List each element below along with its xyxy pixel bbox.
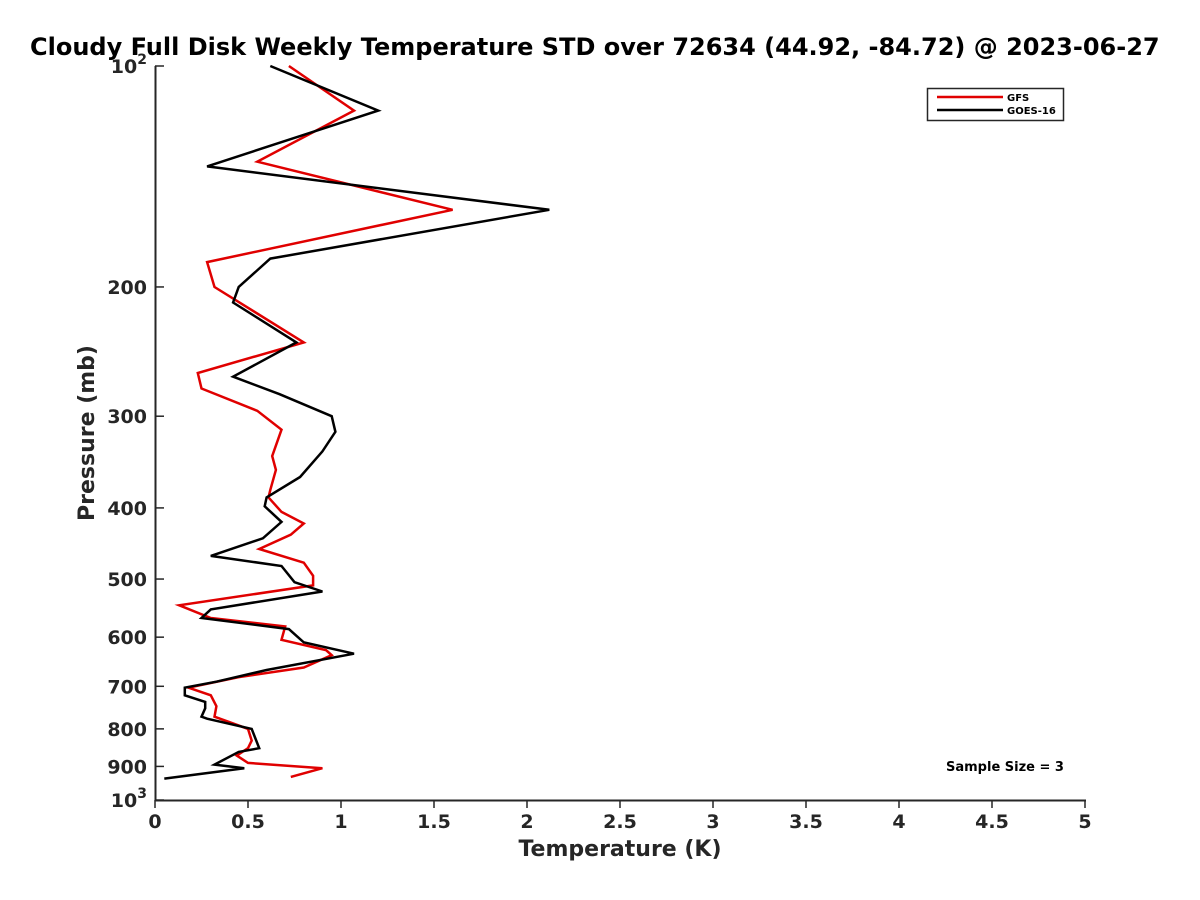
y-tick-label: 102	[111, 52, 147, 78]
legend-label-goes-16: GOES-16	[1007, 106, 1056, 117]
series-layer	[164, 64, 550, 780]
y-tick-label: 500	[107, 569, 147, 591]
x-axis-label: Temperature (K)	[518, 837, 721, 862]
sample-size-annotation: Sample Size = 3	[946, 760, 1064, 775]
y-tick-label: 900	[107, 756, 147, 778]
x-tick-label: 0	[148, 811, 161, 833]
x-tick-label: 4	[892, 811, 905, 833]
y-axis-label: Pressure (mb)	[75, 345, 100, 521]
series-line-goes-16	[164, 64, 550, 780]
x-tick-label: 0.5	[231, 811, 265, 833]
x-tick-label: 5	[1078, 811, 1091, 833]
legend: GFS GOES-16	[926, 87, 1065, 122]
x-tick-label: 4.5	[975, 811, 1009, 833]
y-tick-label: 103	[111, 786, 147, 812]
series-line-gfs	[174, 64, 453, 779]
x-tick-label: 2	[520, 811, 533, 833]
x-tick-label: 1	[334, 811, 347, 833]
chart-title: Cloudy Full Disk Weekly Temperature STD …	[30, 33, 1160, 61]
x-tick-label: 3	[706, 811, 719, 833]
legend-box	[926, 87, 1065, 122]
y-tick-label: 800	[107, 719, 147, 741]
ticks-layer: 0 0.5 1 1.5 2 2.5 3 3.5 4 4.5 5 102 200 300 400 500 600 7…	[107, 52, 1091, 833]
y-tick-label: 300	[107, 406, 147, 428]
y-tick-label: 400	[107, 498, 147, 520]
y-tick-label: 600	[107, 627, 147, 649]
x-tick-label: 1.5	[417, 811, 451, 833]
legend-label-gfs: GFS	[1007, 93, 1029, 104]
y-tick-label: 700	[107, 676, 147, 698]
y-tick-label: 200	[107, 277, 147, 299]
x-tick-label: 2.5	[603, 811, 637, 833]
x-tick-label: 3.5	[789, 811, 823, 833]
